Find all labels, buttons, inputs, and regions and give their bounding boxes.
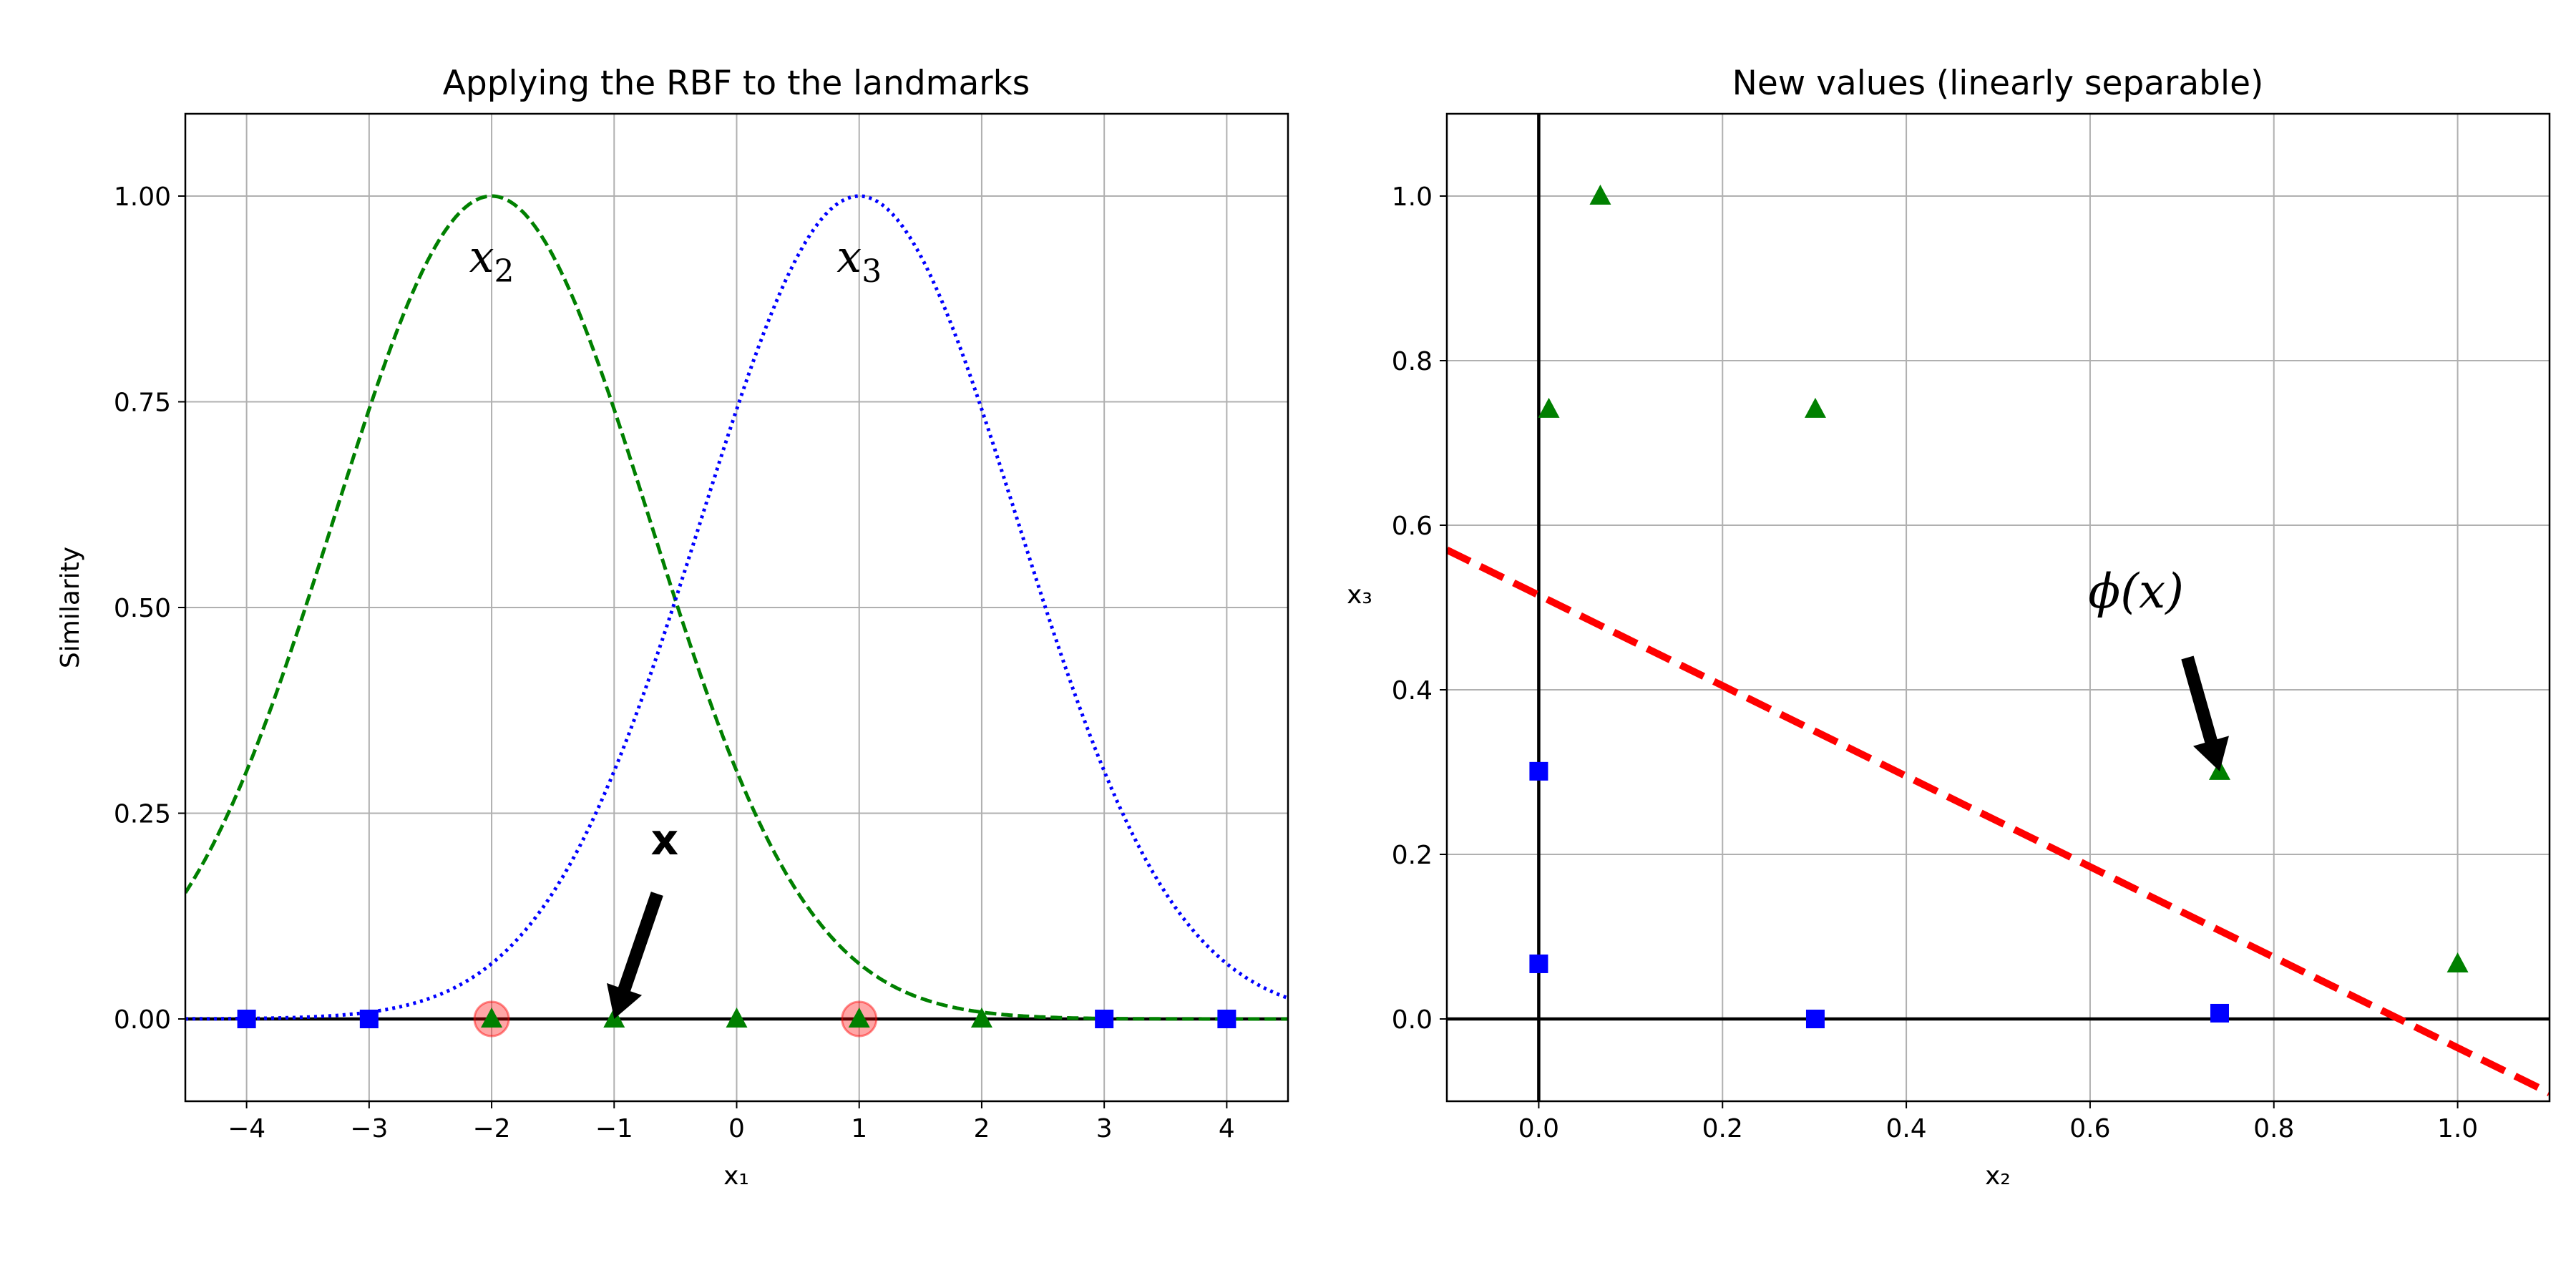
- right-x-tick-label: 0.4: [1885, 1114, 1926, 1143]
- left-x-tick-label: 2: [973, 1114, 990, 1143]
- class-triangle-point: [481, 1008, 503, 1028]
- right-panel: ϕ(x) 0.0 0.2 0.4 0.6 0.8 1.0 0.0 0.2 0.4 0.6 0.8 1.…: [1347, 64, 2551, 1191]
- right-plot-content: ϕ(x): [1447, 114, 2550, 1101]
- class-square-point: [359, 1010, 379, 1028]
- right-y-tick-label: 0.0: [1392, 1005, 1433, 1035]
- left-x-tick-label: −3: [350, 1114, 388, 1143]
- annotation-label: ϕ(x): [2088, 564, 2184, 619]
- right-x-tick-label: 1.0: [2437, 1114, 2478, 1143]
- left-x-axis-label: x₁: [723, 1161, 749, 1191]
- right-x-tick-label: 0.0: [1518, 1114, 1559, 1143]
- left-x-tick-label: −1: [595, 1114, 633, 1143]
- left-y-tick-label: 0.75: [114, 389, 171, 418]
- left-panel: x2 x3x −4 −3 −2 −1 0 1 2 3 40.000.250.500.751.00 …: [56, 64, 1289, 1191]
- curve-label: x3: [836, 230, 882, 290]
- class-triangle-point: [726, 1008, 748, 1028]
- annotation-label: x: [651, 815, 679, 865]
- decision-boundary-line: [1447, 547, 2550, 1096]
- left-x-tick-label: 3: [1096, 1114, 1113, 1143]
- class-triangle-point: [970, 1008, 992, 1028]
- left-ticks: −4 −3 −2 −1 0 1 2 3 4 0.00 0.25 0.50 0.75 1.00: [114, 182, 1235, 1143]
- class-triangle-point: [1804, 397, 1826, 418]
- right-y-axis-label: x₃: [1347, 580, 1372, 610]
- left-x-tick-label: 1: [851, 1114, 867, 1143]
- right-y-tick-label: 0.8: [1392, 347, 1433, 376]
- right-x-tick-label: 0.2: [1702, 1114, 1743, 1143]
- right-x-tick-label: 0.8: [2253, 1114, 2294, 1143]
- class-triangle-point: [848, 1008, 870, 1028]
- right-x-tick-label: 0.6: [2069, 1114, 2110, 1143]
- curve-label-subscript: 3: [862, 253, 882, 290]
- right-y-tick-label: 0.4: [1392, 676, 1433, 706]
- class-square-point: [1529, 761, 1548, 781]
- curve-label-subscript: 2: [494, 253, 514, 290]
- left-y-tick-label: 0.50: [114, 594, 171, 623]
- right-y-tick-label: 1.0: [1392, 182, 1433, 212]
- annotation-arrow: [607, 892, 663, 1019]
- left-y-tick-label: 1.00: [114, 182, 171, 212]
- left-x-tick-label: 0: [728, 1114, 745, 1143]
- class-triangle-point: [2446, 952, 2469, 972]
- class-square-point: [1095, 1010, 1114, 1028]
- class-triangle-point: [1589, 185, 1611, 205]
- annotation-arrow: [2181, 655, 2229, 771]
- class-triangle-point: [1538, 397, 1560, 418]
- right-y-tick-label: 0.2: [1392, 841, 1433, 870]
- right-chart-title: New values (linearly separable): [1732, 64, 2264, 103]
- right-plot-background: [1447, 114, 2550, 1101]
- left-x-tick-label: 4: [1219, 1114, 1235, 1143]
- curve-label: x2: [469, 230, 514, 290]
- right-y-tick-label: 0.6: [1392, 512, 1433, 541]
- left-y-tick-label: 0.25: [114, 800, 171, 829]
- left-chart-title: Applying the RBF to the landmarks: [443, 64, 1030, 103]
- class-square-point: [1529, 954, 1548, 973]
- class-square-point: [2210, 1003, 2229, 1023]
- left-x-tick-label: −2: [473, 1114, 511, 1143]
- left-y-axis-label: Similarity: [56, 547, 85, 668]
- right-plot-frame: [1445, 112, 2551, 1103]
- right-x-axis-label: x₂: [1985, 1161, 2011, 1191]
- left-plot-content: x2 x3 x: [185, 194, 1288, 1038]
- class-square-point: [1805, 1010, 1825, 1028]
- left-y-tick-label: 0.00: [114, 1005, 171, 1035]
- right-ticks: 0.0 0.2 0.4 0.6 0.8 1.0 0.0 0.2 0.4 0.6 0.8 1.0: [1392, 182, 2478, 1143]
- class-square-point: [237, 1010, 256, 1028]
- left-x-tick-label: −4: [228, 1114, 265, 1143]
- class-square-point: [1217, 1010, 1236, 1028]
